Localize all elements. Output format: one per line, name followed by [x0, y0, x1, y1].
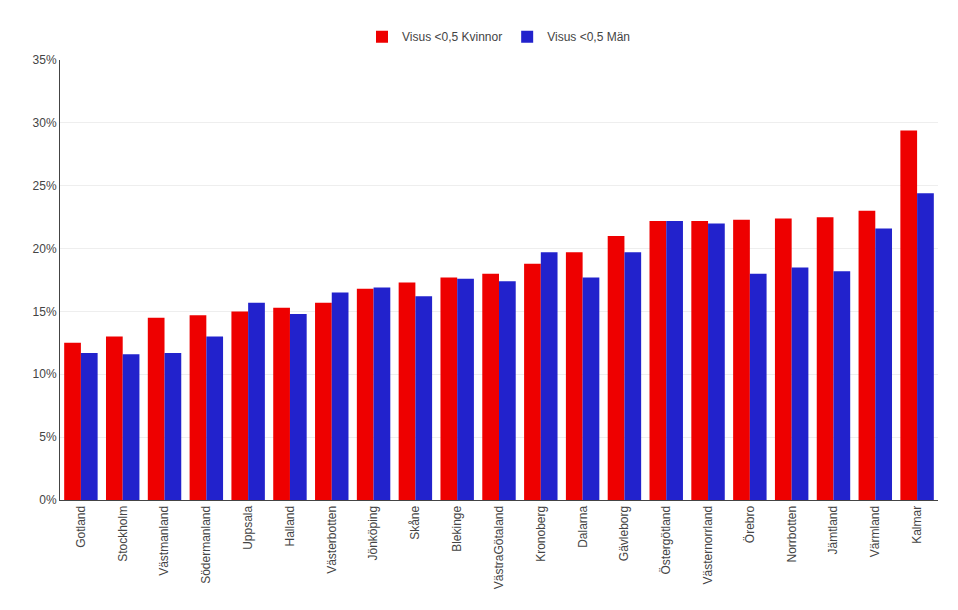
- svg-text:Värmland: Värmland: [868, 506, 882, 557]
- svg-text:0%: 0%: [39, 493, 57, 507]
- svg-text:20%: 20%: [33, 242, 57, 256]
- svg-text:Blekinge: Blekinge: [450, 505, 464, 551]
- svg-text:Norrbotten: Norrbotten: [785, 506, 799, 563]
- svg-text:Kronoberg: Kronoberg: [534, 506, 548, 562]
- svg-text:Jönköping: Jönköping: [366, 506, 380, 561]
- svg-text:Uppsala: Uppsala: [241, 505, 255, 549]
- svg-text:10%: 10%: [33, 367, 57, 381]
- svg-text:Skåne: Skåne: [408, 505, 422, 539]
- svg-text:5%: 5%: [39, 430, 57, 444]
- svg-text:Gävleborg: Gävleborg: [617, 506, 631, 561]
- svg-text:Kalmar: Kalmar: [910, 506, 924, 544]
- svg-text:Västernorrland: Västernorrland: [701, 506, 715, 585]
- svg-text:Örebro: Örebro: [743, 505, 757, 543]
- svg-text:Östergötland: Östergötland: [659, 506, 673, 575]
- svg-text:VästraGötaland: VästraGötaland: [492, 506, 506, 589]
- svg-text:30%: 30%: [33, 116, 57, 130]
- svg-text:Gotland: Gotland: [74, 506, 88, 548]
- svg-text:Dalarna: Dalarna: [576, 505, 590, 547]
- svg-text:35%: 35%: [33, 53, 57, 67]
- svg-text:Visus <0,5 Män: Visus <0,5 Män: [547, 30, 630, 44]
- svg-text:Halland: Halland: [283, 506, 297, 547]
- svg-text:25%: 25%: [33, 179, 57, 193]
- svg-text:Visus <0,5 Kvinnor: Visus <0,5 Kvinnor: [402, 30, 502, 44]
- svg-text:Västerbotten: Västerbotten: [325, 506, 339, 574]
- svg-text:Södermanland: Södermanland: [199, 506, 213, 584]
- svg-text:Västmanland: Västmanland: [157, 506, 171, 576]
- svg-text:Jämtland: Jämtland: [826, 506, 840, 555]
- svg-text:Stockholm: Stockholm: [116, 506, 130, 562]
- svg-text:15%: 15%: [33, 305, 57, 319]
